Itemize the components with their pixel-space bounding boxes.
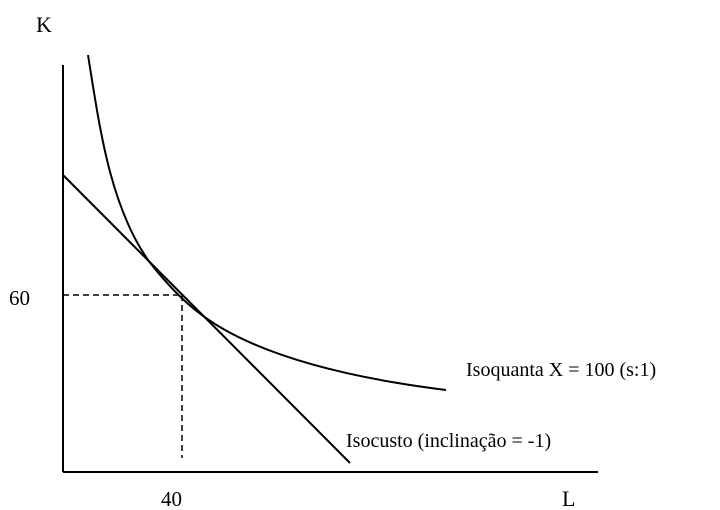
y-tick-label: 60 <box>9 286 30 310</box>
x-axis-label: L <box>562 486 575 510</box>
y-axis-label: K <box>36 12 52 37</box>
x-tick-label: 40 <box>161 487 182 510</box>
isoquant-label: Isoquanta X = 100 (s:1) <box>466 359 656 381</box>
isoquant-curve <box>87 54 447 391</box>
isocost-label: Isocusto (inclinação = -1) <box>346 430 551 452</box>
